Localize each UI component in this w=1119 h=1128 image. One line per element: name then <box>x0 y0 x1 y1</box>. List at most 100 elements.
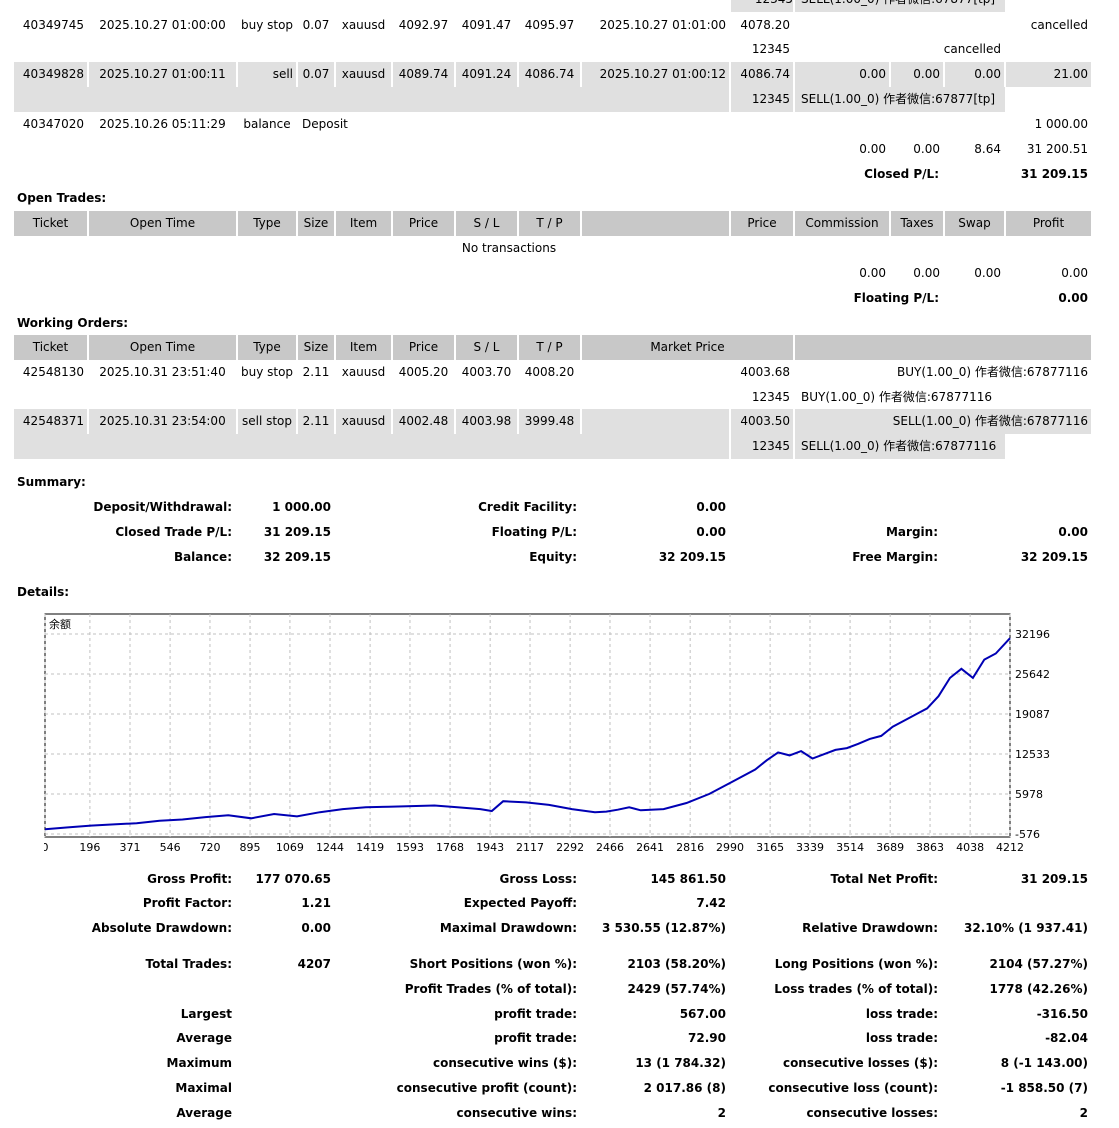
closed-pl-label: Closed P/L: <box>864 167 939 181</box>
table-subrow: 12345 BUY(1.00_0) 作者微信:67877116 <box>14 385 1091 410</box>
tp-cell: 4008.20 <box>524 365 575 379</box>
type-cell: sell stop <box>238 409 296 434</box>
equity-value: 32 209.15 <box>658 550 726 564</box>
balance-line <box>44 637 1011 831</box>
comment-cell: BUY(1.00_0) 作者微信:67877116 <box>801 390 992 404</box>
relative-drawdown-value: 32.10% (1 937.41) <box>964 921 1088 935</box>
y-tick-label: 19087 <box>1015 708 1050 721</box>
profit-cell: cancelled <box>1030 18 1088 32</box>
taxes-total: 0.00 <box>913 266 940 280</box>
summary-title: Summary: <box>17 475 86 489</box>
magic-cell: 12345 <box>751 42 790 56</box>
gross-profit-value: 177 070.65 <box>255 872 331 886</box>
maximal-drawdown-value: 3 530.55 (12.87%) <box>602 921 726 935</box>
col-tp: T / P <box>519 335 580 360</box>
sl-cell: 4091.24 <box>456 62 517 87</box>
magic-cell: 12345 <box>731 434 793 459</box>
commission-cell: 0.00 <box>795 62 889 87</box>
comment-cell: SELL(1.00_0) 作者微信:67877[tp] <box>795 0 1005 12</box>
largest-label: Largest <box>180 1007 232 1021</box>
absolute-drawdown-value: 0.00 <box>301 921 331 935</box>
close-price-cell: 4086.74 <box>731 62 793 87</box>
chart-grid <box>44 614 1011 837</box>
x-tick-label: 3165 <box>756 841 784 854</box>
time-cell: 2025.10.27 01:00:11 <box>89 62 236 87</box>
average-loss-label: loss trade: <box>865 1031 938 1045</box>
table-row: 42548130 2025.10.31 23:51:40 buy stop 2.… <box>14 360 1091 385</box>
tp-cell: 4086.74 <box>519 62 580 87</box>
y-tick-label: 25642 <box>1015 668 1050 681</box>
floating-value: 0.00 <box>696 525 726 539</box>
loss-trades-label: Loss trades (% of total): <box>774 982 938 996</box>
deposit-cell: Deposit <box>302 117 348 131</box>
average-consecutive-label: Average <box>176 1106 232 1120</box>
col-size: Size <box>298 335 334 360</box>
ticket-cell: 40349828 <box>14 62 87 87</box>
absolute-drawdown-label: Absolute Drawdown: <box>91 921 232 935</box>
taxes-total: 0.00 <box>913 142 940 156</box>
taxes-cell: 0.00 <box>891 62 943 87</box>
margin-value: 0.00 <box>1058 525 1088 539</box>
price-cell: 4092.97 <box>398 18 449 32</box>
x-tick-label: 2117 <box>516 841 544 854</box>
long-positions-value: 2104 (57.27%) <box>989 957 1088 971</box>
maximal-drawdown-label: Maximal Drawdown: <box>439 921 577 935</box>
x-tick-label: 1768 <box>436 841 464 854</box>
col-ticket: Ticket <box>14 211 87 236</box>
sl-cell: 4003.98 <box>456 409 517 434</box>
table-subrow: 12345 SELL(1.00_0) 作者微信:67877116 <box>14 434 1091 459</box>
col-taxes: Taxes <box>891 211 943 236</box>
largest-loss-label: loss trade: <box>865 1007 938 1021</box>
table-row: 40349745 2025.10.27 01:00:00 buy stop 0.… <box>14 13 1091 38</box>
average-consecutive-losses-label: consecutive losses: <box>806 1106 938 1120</box>
expected-payoff-label: Expected Payoff: <box>463 896 577 910</box>
totals-row: 0.00 0.00 8.64 31 200.51 <box>14 137 1091 162</box>
x-tick-label: 2641 <box>636 841 664 854</box>
item-cell: xauusd <box>336 62 391 87</box>
average-label: Average <box>176 1031 232 1045</box>
type-cell: sell <box>238 62 296 87</box>
total-trades-label: Total Trades: <box>145 957 232 971</box>
col-open-time: Open Time <box>89 211 236 236</box>
price-cell: 4089.74 <box>393 62 454 87</box>
swap-total: 8.64 <box>974 142 1001 156</box>
x-tick-label: 1593 <box>396 841 424 854</box>
x-tick-label: 1943 <box>476 841 504 854</box>
empty-row: No transactions <box>14 236 1091 261</box>
floating-pl-label: Floating P/L: <box>853 291 939 305</box>
margin-label: Margin: <box>885 525 938 539</box>
x-tick-label: 2990 <box>716 841 744 854</box>
col-open-time: Open Time <box>89 335 236 360</box>
col-blank <box>582 211 729 236</box>
free-margin-value: 32 209.15 <box>1020 550 1088 564</box>
balance-chart: -576 5978 12533 19087 25642 32196 0 196 371 546 7… <box>42 613 1074 855</box>
swap-cell: 0.00 <box>945 62 1004 87</box>
balance-label: Balance: <box>173 550 232 564</box>
balance-value: 32 209.15 <box>263 550 331 564</box>
max-consecutive-wins-label: consecutive wins ($): <box>432 1056 577 1070</box>
gross-loss-value: 145 861.50 <box>650 872 726 886</box>
col-price2: Price <box>731 211 793 236</box>
x-tick-label: 2466 <box>596 841 624 854</box>
profit-cell: 21.00 <box>1006 62 1091 87</box>
profit-total: 0.00 <box>1061 266 1088 280</box>
close-time-cell: 2025.10.27 01:01:00 <box>599 18 726 32</box>
time-cell: 2025.10.31 23:51:40 <box>99 365 226 379</box>
credit-value: 0.00 <box>696 500 726 514</box>
x-tick-label: 3514 <box>836 841 864 854</box>
equity-label: Equity: <box>529 550 577 564</box>
col-blank <box>795 335 1091 360</box>
col-price: Price <box>393 211 454 236</box>
x-tick-label: 2816 <box>676 841 704 854</box>
open-trades-header: Ticket Open Time Type Size Item Price S … <box>14 211 1091 236</box>
subrow-filler <box>14 434 729 459</box>
chart-title: 余额 <box>49 617 71 631</box>
time-cell: 2025.10.26 05:11:29 <box>99 117 226 131</box>
largest-loss-value: -316.50 <box>1036 1007 1088 1021</box>
market-price-cell: 4003.68 <box>740 365 790 379</box>
x-tick-label: 371 <box>119 841 140 854</box>
ticket-cell: 40349745 <box>22 18 84 32</box>
col-price: Price <box>393 335 454 360</box>
open-trades-title: Open Trades: <box>17 191 107 205</box>
floating-label: Floating P/L: <box>491 525 577 539</box>
